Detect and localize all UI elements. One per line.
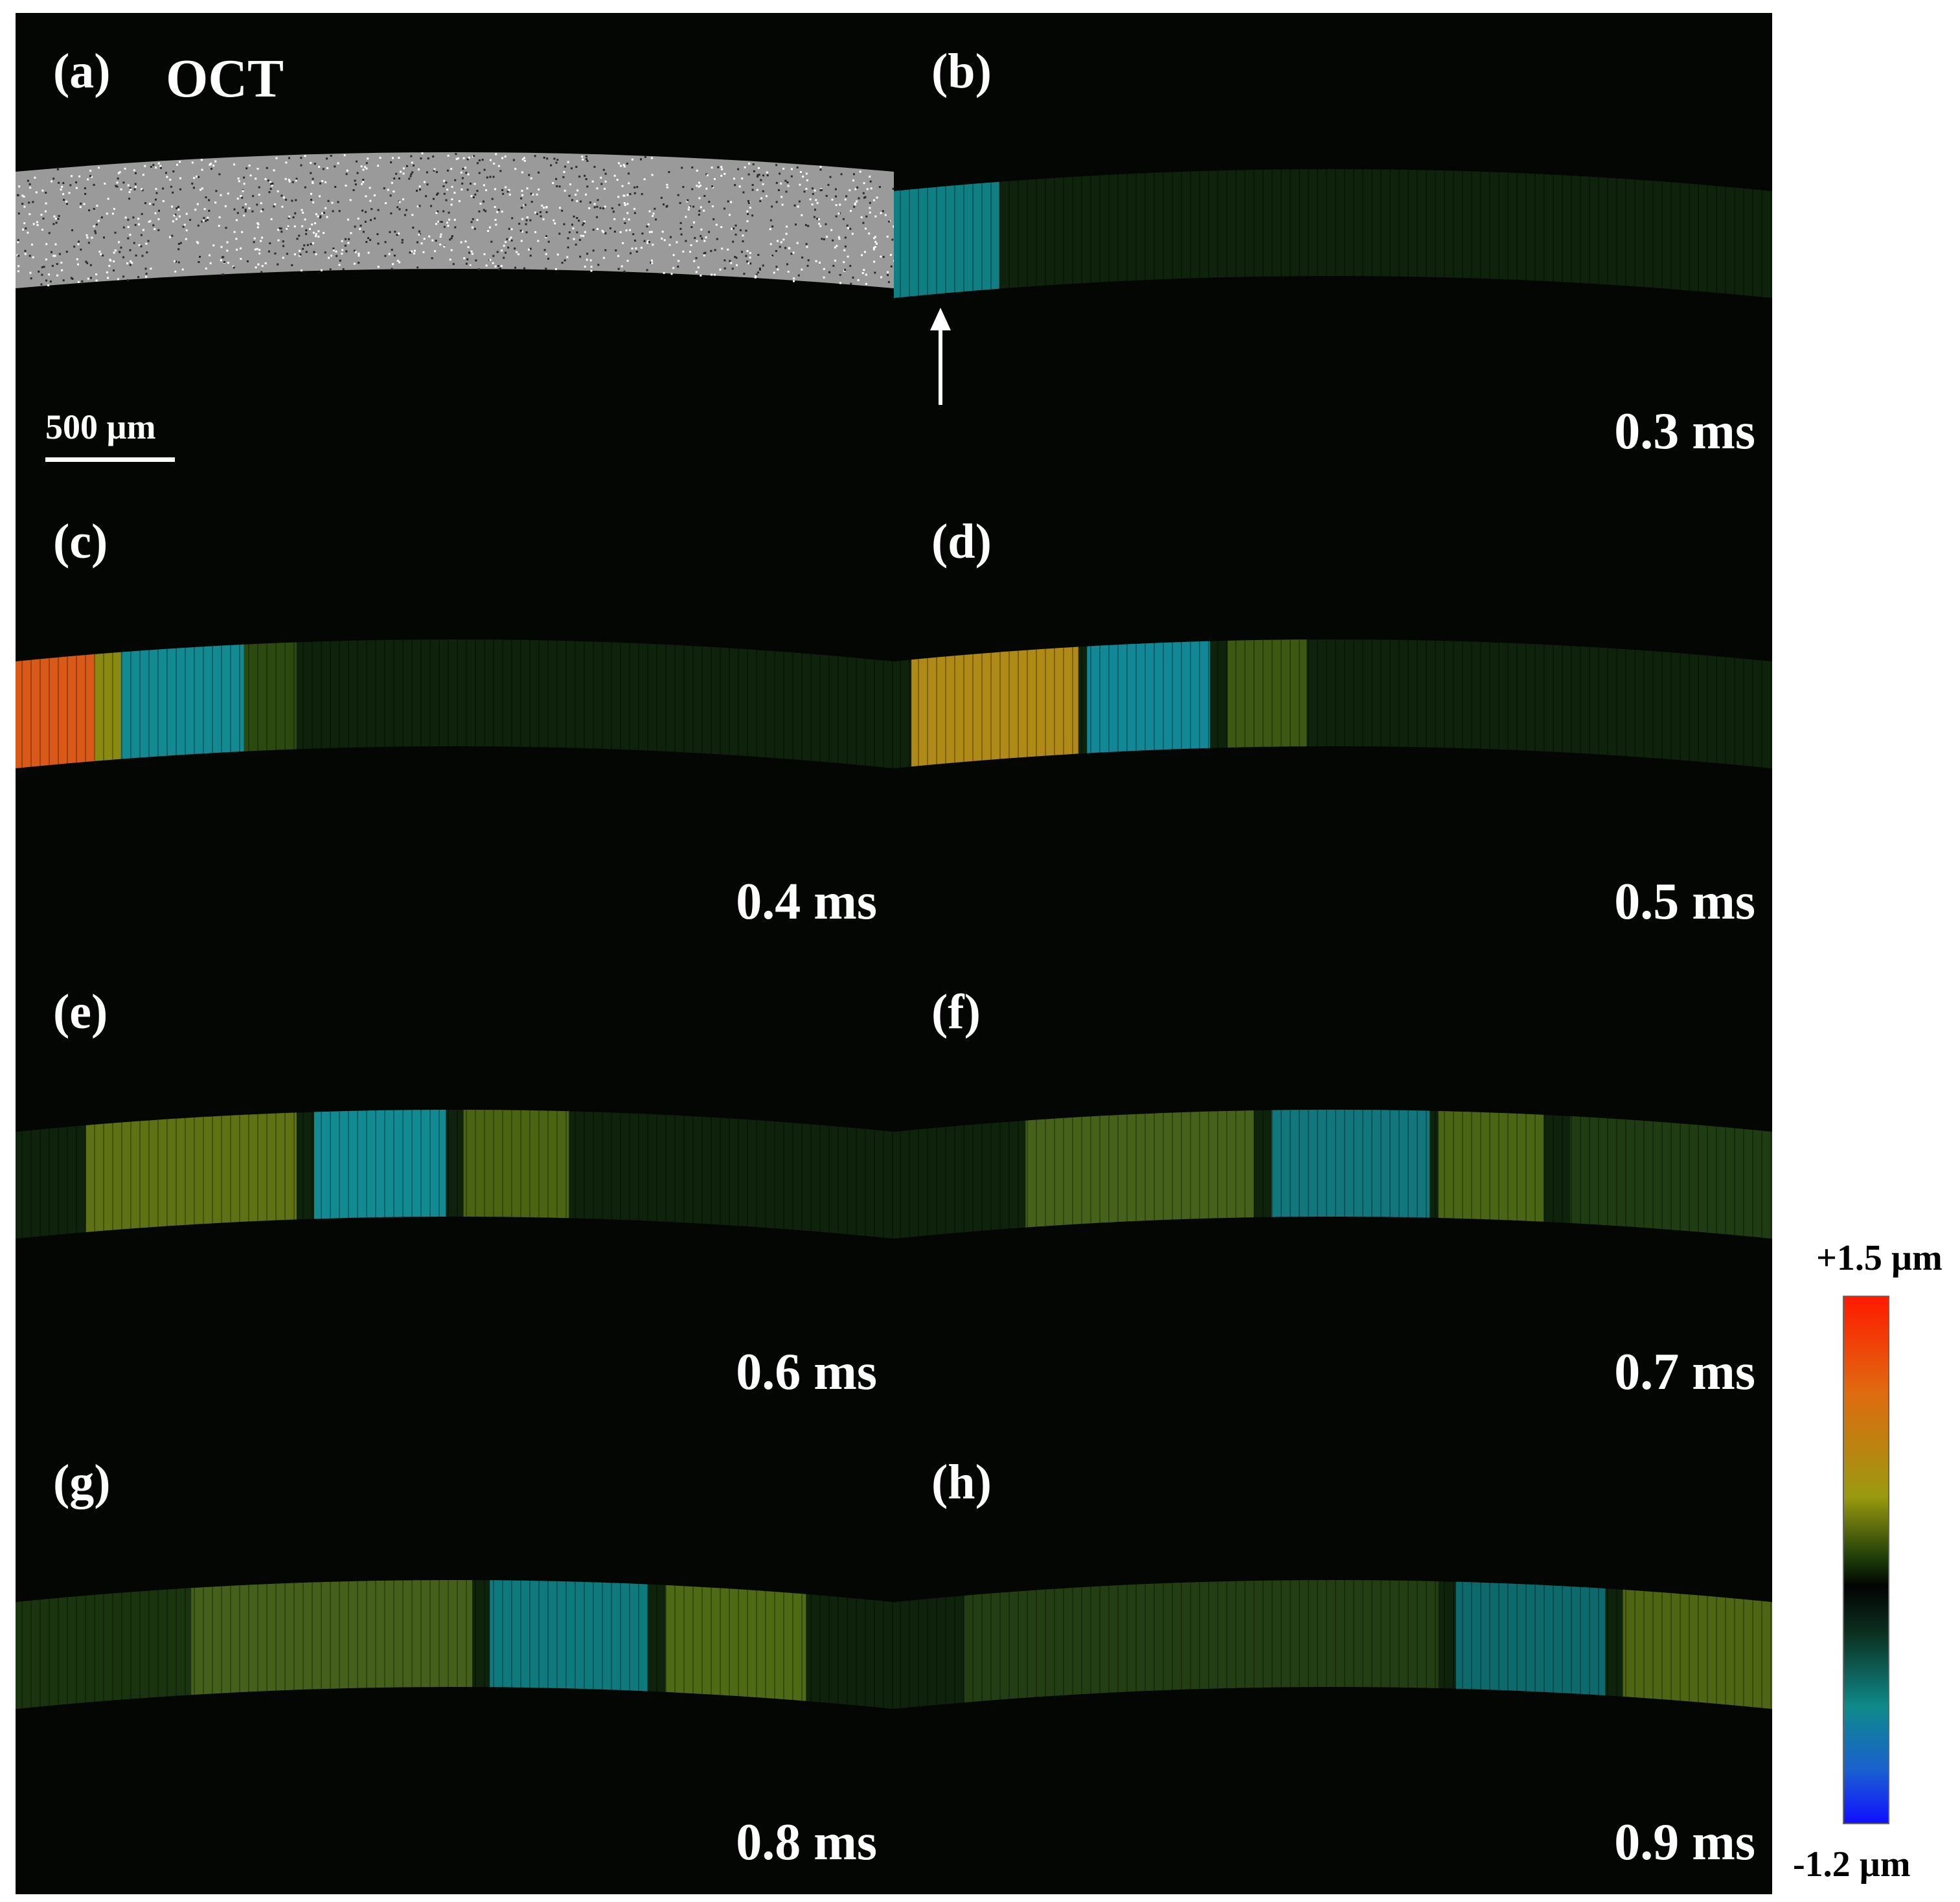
panel-label: (c) — [53, 517, 108, 566]
wave-band — [1087, 641, 1210, 753]
colorbar — [1843, 1296, 1889, 1824]
wave-band — [1271, 1110, 1430, 1218]
panel-time-label: 0.6 ms — [736, 1346, 877, 1398]
panel-c: (c) 0.4 ms — [16, 483, 894, 954]
wave-band — [464, 1110, 569, 1218]
cornea-layer — [894, 169, 1772, 298]
scale-bar-label: 500 µm — [45, 409, 156, 444]
panel-d: (d) 0.5 ms — [894, 483, 1772, 954]
panel-time-label: 0.3 ms — [1614, 406, 1755, 457]
panel-title: OCT — [166, 52, 284, 106]
panel-a: (a) OCT 500 µm — [16, 13, 894, 483]
wave-band — [244, 642, 297, 751]
panel-b: (b) 0.3 ms — [894, 13, 1772, 483]
panel-time-label: 0.7 ms — [1614, 1346, 1755, 1398]
colorbar-max-label: +1.5 µm — [1816, 1240, 1943, 1276]
panel-label: (h) — [931, 1458, 992, 1507]
wave-band — [964, 1580, 1439, 1702]
panel-f: (f) 0.7 ms — [894, 954, 1772, 1424]
wave-band — [490, 1580, 648, 1691]
panel-h: (h) 0.9 ms — [894, 1424, 1772, 1894]
wave-band — [1623, 1590, 1773, 1709]
panel-label: (e) — [53, 987, 108, 1037]
wave-band — [665, 1585, 806, 1701]
panel-time-label: 0.9 ms — [1614, 1816, 1755, 1868]
wave-band — [314, 1110, 446, 1219]
wave-band — [86, 1112, 297, 1232]
wave-band — [1025, 1110, 1254, 1228]
panel-time-label: 0.8 ms — [736, 1816, 877, 1868]
panel-label: (g) — [53, 1458, 111, 1507]
panel-label: (d) — [931, 517, 992, 566]
panel-label: (a) — [53, 47, 111, 96]
colorbar-min-label: -1.2 µm — [1793, 1846, 1911, 1883]
panel-e: (e) 0.6 ms — [16, 954, 894, 1424]
excitation-arrow-icon — [930, 308, 951, 405]
wave-band — [16, 654, 95, 768]
panel-time-label: 0.5 ms — [1614, 876, 1755, 928]
panel-g: (g) 0.8 ms — [16, 1424, 894, 1894]
wave-band — [1456, 1582, 1606, 1695]
scale-bar — [45, 457, 175, 462]
wave-band — [1439, 1111, 1544, 1222]
wave-band — [95, 652, 121, 761]
wave-band — [1227, 639, 1306, 748]
panel-label: (b) — [931, 47, 992, 96]
panel-time-label: 0.4 ms — [736, 876, 877, 928]
panel-label: (f) — [931, 987, 981, 1037]
